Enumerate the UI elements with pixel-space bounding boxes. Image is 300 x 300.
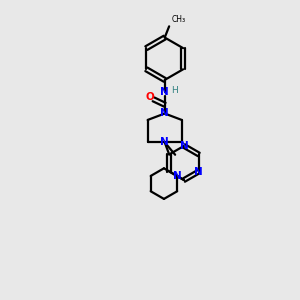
Text: O: O bbox=[145, 92, 154, 102]
Text: CH₃: CH₃ bbox=[171, 15, 185, 24]
Text: H: H bbox=[171, 86, 178, 95]
Text: N: N bbox=[173, 171, 182, 181]
Text: N: N bbox=[160, 109, 169, 118]
Text: N: N bbox=[160, 137, 169, 147]
Text: N: N bbox=[194, 167, 203, 176]
Text: N: N bbox=[180, 141, 188, 151]
Text: N: N bbox=[160, 87, 169, 97]
